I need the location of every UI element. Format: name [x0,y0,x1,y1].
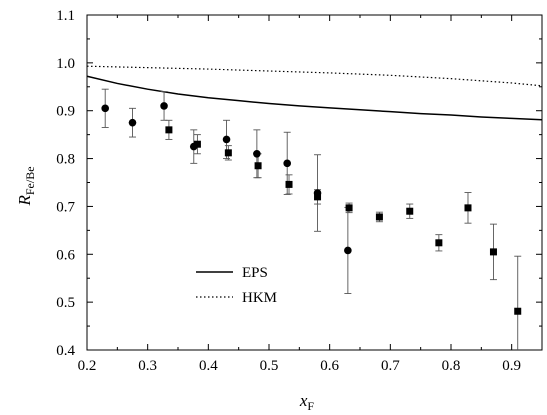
x-axis-title: xF [299,391,315,413]
y-axis-title: RFe/Be [15,166,37,206]
square-marker [375,213,383,221]
x-tick-label: 0.7 [381,358,400,374]
y-axis-title-sub: Fe/Be [23,166,37,195]
square-marker [435,239,443,247]
circle-marker [101,104,109,113]
error-bars [101,88,522,350]
x-tick-label: 0.2 [78,358,97,374]
model-curves [86,65,543,121]
y-tick-label: 0.6 [56,247,75,263]
data-markers [101,102,522,315]
square-marker [464,204,472,212]
circle-marker [283,159,292,168]
eps-curve [86,75,543,121]
y-tick-label: 0.9 [56,104,75,120]
legend: EPS HKM [196,265,277,306]
y-tick-label: 0.4 [56,343,75,359]
x-tick-label: 0.8 [442,358,461,374]
x-axis-title-main: x [299,391,308,410]
circle-marker [344,246,352,255]
x-tick-label: 0.6 [320,358,339,374]
x-tick-label: 0.4 [199,358,218,374]
square-marker [514,307,522,315]
circle-marker [222,135,231,144]
y-tick-label: 0.8 [56,152,75,168]
y-tick-label: 1.0 [56,56,75,72]
square-marker [406,207,414,215]
legend-label-hkm: HKM [242,290,277,306]
ticks: 0.2 0.3 0.4 0.5 0.6 0.7 0.8 0.9 0.4 0.5 0.6 0.7 0.8 0… [56,8,542,374]
square-marker [314,193,322,201]
x-tick-label: 0.9 [502,358,521,374]
circle-marker [253,149,261,158]
square-marker [254,162,262,170]
square-marker [193,140,201,148]
hkm-curve [86,65,543,87]
y-tick-label: 0.5 [56,295,75,311]
circle-marker [160,102,168,110]
circle-marker [128,118,137,127]
legend-label-eps: EPS [242,265,268,281]
x-tick-label: 0.3 [138,358,157,374]
plot-frame [86,14,543,351]
square-marker [224,149,232,157]
square-marker [285,180,293,188]
y-tick-label: 1.1 [56,8,75,24]
square-marker [165,126,173,134]
x-tick-label: 0.5 [260,358,279,374]
y-axis-title-main: R [15,195,34,207]
square-marker [489,248,497,256]
square-marker [345,204,353,212]
y-tick-label: 0.7 [56,199,75,215]
x-axis-title-sub: F [307,399,314,413]
